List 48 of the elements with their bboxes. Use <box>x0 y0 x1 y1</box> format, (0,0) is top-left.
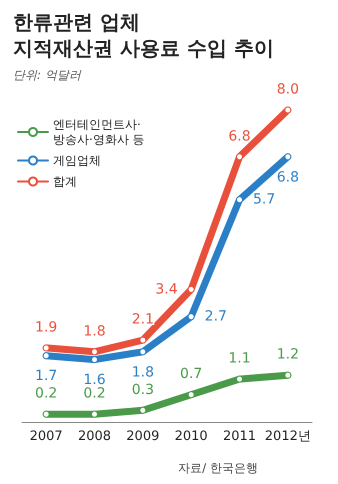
point <box>91 410 98 418</box>
data-label: 1.8 <box>83 323 106 340</box>
point <box>236 376 243 383</box>
data-label: 3.4 <box>155 281 178 298</box>
x-tick-label: 2009 <box>126 429 160 444</box>
point <box>91 348 98 356</box>
data-label: 6.8 <box>276 169 299 186</box>
data-label: 2.1 <box>132 312 154 328</box>
point <box>236 153 243 160</box>
x-tick-label: 2007 <box>30 429 63 444</box>
point <box>236 196 243 204</box>
data-label: 1.8 <box>132 364 154 380</box>
x-tick-label: 2010 <box>174 429 208 444</box>
data-label: 0.2 <box>35 386 58 402</box>
x-tick-label: 2011 <box>222 429 256 444</box>
data-label: 1.9 <box>35 319 58 336</box>
point <box>139 348 146 356</box>
point <box>139 336 146 344</box>
data-label: 0.3 <box>132 382 154 398</box>
x-tick-label: 2012년 <box>264 429 311 444</box>
data-label: 1.1 <box>228 350 251 367</box>
point <box>284 372 292 379</box>
data-label: 5.7 <box>253 192 276 208</box>
chart-title: 한류관련 업체 지적재산권 사용료 수입 추이 <box>13 10 274 60</box>
legend-label: 게임업체 <box>53 154 101 168</box>
point <box>91 356 98 364</box>
point <box>188 286 195 293</box>
data-label: 8.0 <box>276 82 299 98</box>
point <box>42 352 50 360</box>
data-label: 2.7 <box>204 308 227 325</box>
point <box>188 391 195 398</box>
legend-label: 엔터테인먼트사· 방송사·영화사 등 <box>53 118 145 146</box>
data-label: 1.6 <box>83 372 106 388</box>
chart-subtitle: 단위: 억달러 <box>13 68 82 82</box>
point <box>284 106 292 114</box>
point <box>42 344 50 352</box>
x-tick-label: 2008 <box>78 429 112 444</box>
data-label: 6.8 <box>228 128 251 144</box>
data-label: 1.7 <box>35 368 58 384</box>
data-label: 0.7 <box>180 366 202 382</box>
data-label: 0.2 <box>83 386 106 402</box>
point <box>42 410 50 418</box>
text: 자료/ 한국은행 <box>178 461 258 475</box>
legend-label: 합계 <box>53 174 77 188</box>
point <box>284 153 292 160</box>
point <box>139 406 146 414</box>
point <box>188 313 195 320</box>
data-label: 1.2 <box>276 346 299 363</box>
